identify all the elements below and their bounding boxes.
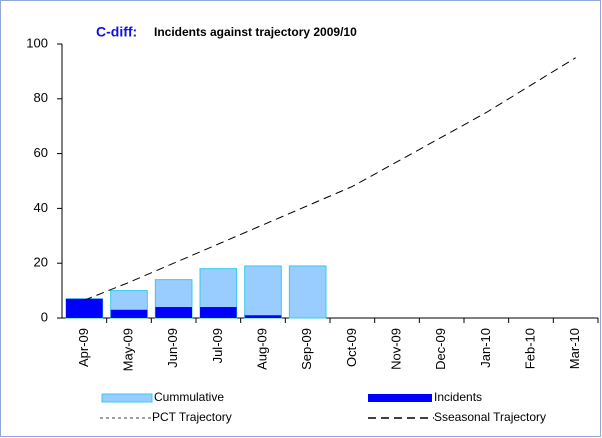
x-tick-label: Oct-09: [344, 328, 359, 367]
chart-subtitle: Incidents against trajectory 2009/10: [154, 25, 357, 39]
x-tick-label: Aug-09: [254, 328, 269, 370]
legend-label: Cummulative: [154, 390, 224, 404]
bar: [110, 309, 148, 318]
bar: [244, 265, 282, 319]
legend-label: Incidents: [434, 390, 482, 404]
legend-swatch: [368, 394, 432, 402]
x-tick-label: Feb-10: [522, 328, 537, 369]
bar: [200, 307, 237, 318]
x-tick-label: Jul-09: [210, 328, 225, 363]
bar: [288, 265, 327, 319]
y-tick-label: 60: [34, 145, 48, 160]
x-tick-label: Apr-09: [76, 328, 91, 367]
x-tick-label: Sep-09: [299, 328, 314, 370]
y-tick-label: 20: [34, 255, 48, 270]
bar: [155, 307, 192, 318]
bar: [66, 298, 103, 318]
x-tick-label: Jan-10: [478, 328, 493, 368]
x-tick-label: Dec-09: [433, 328, 448, 370]
legend-swatch: [101, 393, 153, 403]
trend-line: [84, 57, 576, 301]
x-tick-label: Nov-09: [388, 328, 403, 370]
chart-title: C-diff:: [96, 24, 137, 40]
y-tick-label: 100: [26, 35, 48, 50]
x-tick-label: Mar-10: [567, 328, 582, 369]
x-tick-label: May-09: [120, 328, 135, 371]
x-tick-label: Jun-09: [165, 328, 180, 368]
bar: [244, 315, 282, 318]
y-tick-label: 0: [41, 309, 48, 324]
legend-label: Sseasonal Trajectory: [434, 410, 546, 424]
y-tick-label: 80: [34, 90, 48, 105]
legend-label: PCT Trajectory: [152, 410, 232, 424]
y-tick-label: 40: [34, 200, 48, 215]
